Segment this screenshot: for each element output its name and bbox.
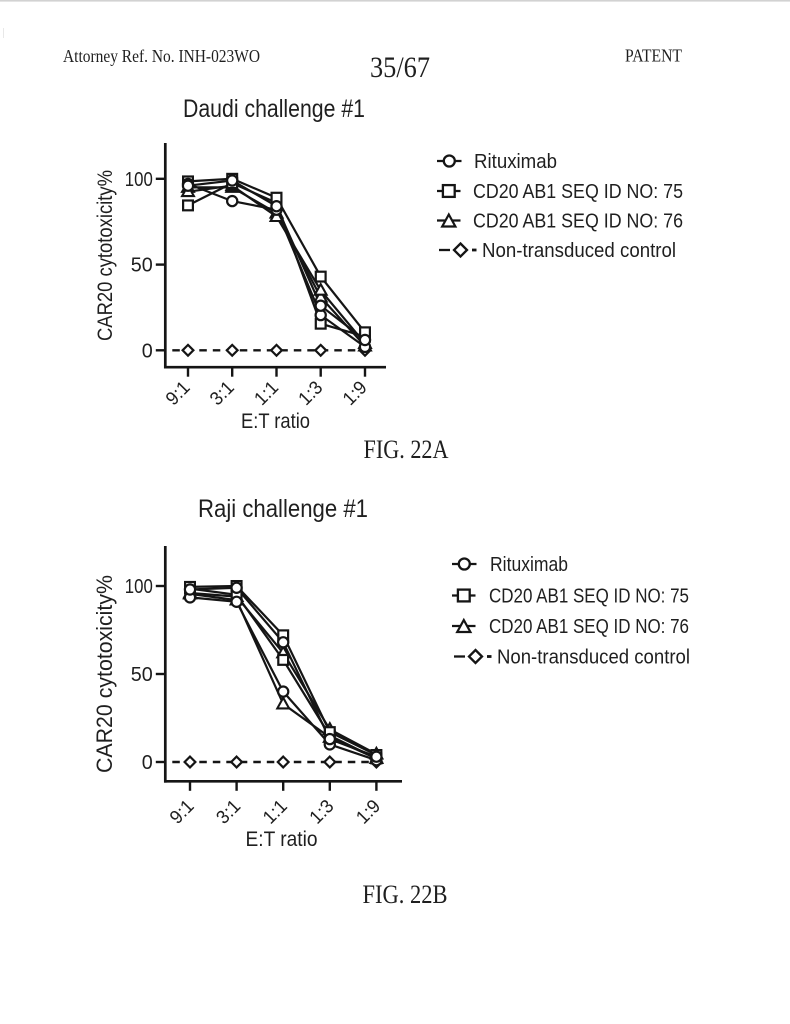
svg-text:3:1: 3:1 bbox=[206, 377, 239, 410]
svg-text:0: 0 bbox=[142, 752, 153, 774]
svg-text:9:1: 9:1 bbox=[166, 796, 199, 829]
svg-text:CD20 AB1 SEQ ID NO: 75: CD20 AB1 SEQ ID NO: 75 bbox=[473, 181, 683, 203]
svg-text:1:3: 1:3 bbox=[306, 796, 339, 829]
svg-text:Attorney Ref. No. INH-023WO: Attorney Ref. No. INH-023WO bbox=[63, 46, 260, 66]
svg-text:PATENT: PATENT bbox=[625, 46, 682, 66]
svg-text:3:1: 3:1 bbox=[213, 796, 246, 829]
svg-text:1:3: 1:3 bbox=[295, 377, 328, 410]
svg-text:E:T ratio: E:T ratio bbox=[246, 828, 318, 851]
svg-text:CD20 AB1 SEQ ID NO: 75: CD20 AB1 SEQ ID NO: 75 bbox=[489, 586, 689, 608]
svg-text:50: 50 bbox=[131, 664, 153, 686]
svg-text:Raji challenge #1: Raji challenge #1 bbox=[198, 495, 368, 523]
svg-text:1:1: 1:1 bbox=[259, 796, 292, 829]
svg-text:Daudi challenge #1: Daudi challenge #1 bbox=[183, 95, 365, 123]
svg-text:1:9: 1:9 bbox=[352, 796, 385, 829]
svg-text:35/67: 35/67 bbox=[370, 51, 430, 84]
svg-text:CD20 AB1 SEQ ID NO: 76: CD20 AB1 SEQ ID NO: 76 bbox=[489, 616, 689, 638]
svg-text:FIG. 22A: FIG. 22A bbox=[364, 435, 449, 464]
svg-text:FIG. 22B: FIG. 22B bbox=[363, 880, 448, 909]
svg-text:100: 100 bbox=[125, 169, 153, 191]
svg-text:100: 100 bbox=[125, 576, 153, 598]
svg-text:50: 50 bbox=[131, 255, 153, 277]
svg-text:E:T ratio: E:T ratio bbox=[241, 410, 310, 433]
svg-text:1:1: 1:1 bbox=[251, 377, 284, 410]
svg-text:9:1: 9:1 bbox=[162, 377, 195, 410]
svg-text:Rituximab: Rituximab bbox=[474, 151, 557, 173]
svg-text:Non-transduced control: Non-transduced control bbox=[497, 647, 690, 669]
svg-text:Non-transduced control: Non-transduced control bbox=[482, 240, 676, 262]
svg-text:CAR20 cytotoxicity%: CAR20 cytotoxicity% bbox=[92, 575, 117, 773]
svg-text:CAR20 cytotoxicity%: CAR20 cytotoxicity% bbox=[94, 170, 117, 341]
svg-text:1:9: 1:9 bbox=[339, 377, 372, 410]
svg-text:Rituximab: Rituximab bbox=[490, 554, 568, 576]
svg-text:0: 0 bbox=[142, 340, 153, 362]
svg-text:CD20 AB1 SEQ ID NO: 76: CD20 AB1 SEQ ID NO: 76 bbox=[473, 211, 683, 233]
